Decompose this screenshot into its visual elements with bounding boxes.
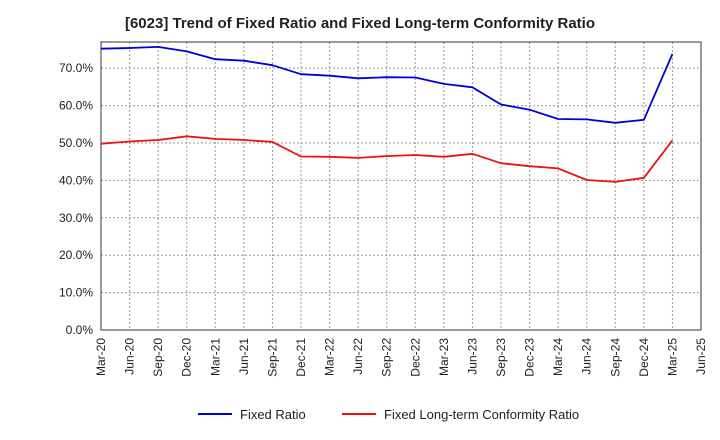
- x-tick-label: Mar-21: [208, 338, 222, 376]
- x-tick-label: Jun-23: [465, 338, 479, 375]
- y-tick-label: 20.0%: [59, 248, 93, 262]
- series-lines: [100, 46, 674, 183]
- x-tick-label: Dec-22: [408, 338, 422, 377]
- x-tick-label: Mar-22: [323, 338, 337, 376]
- x-tick-label: Sep-23: [494, 338, 508, 377]
- x-axis-ticks: Mar-20 Jun-20 Sep-20 Dec-20 Mar-21 Jun-21 Sep-…: [94, 338, 708, 377]
- x-tick-label: Dec-21: [294, 338, 308, 377]
- x-tick-label: Mar-20: [94, 338, 108, 376]
- x-tick-label: Jun-22: [351, 338, 365, 375]
- x-tick-label: Jun-21: [237, 338, 251, 375]
- x-tick-label: Sep-21: [265, 338, 279, 377]
- series-line-0: [100, 46, 674, 124]
- x-tick-label: Dec-23: [523, 338, 537, 377]
- axes: [100, 41, 702, 331]
- legend: Fixed Ratio Fixed Long-term Conformity Ra…: [198, 407, 579, 422]
- y-tick-label: 30.0%: [59, 211, 93, 225]
- y-tick-label: 70.0%: [59, 61, 93, 75]
- x-tick-label: Sep-20: [151, 338, 165, 377]
- x-tick-label: Dec-24: [637, 338, 651, 377]
- y-tick-label: 40.0%: [59, 173, 93, 187]
- y-tick-label: 60.0%: [59, 99, 93, 113]
- grid: [101, 42, 701, 330]
- x-tick-label: Mar-25: [665, 338, 679, 376]
- x-tick-label: Dec-20: [180, 338, 194, 377]
- x-tick-label: Sep-22: [380, 338, 394, 377]
- x-tick-label: Jun-25: [694, 338, 708, 375]
- x-tick-label: Mar-23: [437, 338, 451, 376]
- series-line-1: [100, 135, 674, 183]
- plot-frame: [100, 41, 702, 331]
- y-tick-label: 50.0%: [59, 136, 93, 150]
- y-tick-label: 10.0%: [59, 286, 93, 300]
- x-tick-label: Jun-24: [580, 338, 594, 375]
- y-tick-label: 0.0%: [66, 323, 94, 337]
- x-tick-label: Mar-24: [551, 338, 565, 376]
- x-tick-label: Jun-20: [123, 338, 137, 375]
- y-axis-ticks: 0.0% 10.0% 20.0% 30.0% 40.0% 50.0% 60.0% 70.0%: [59, 61, 93, 337]
- x-tick-label: Sep-24: [608, 338, 622, 377]
- legend-label-1: Fixed Long-term Conformity Ratio: [384, 407, 579, 422]
- chart-title: [6023] Trend of Fixed Ratio and Fixed Lo…: [124, 15, 596, 32]
- legend-label-0: Fixed Ratio: [240, 407, 306, 422]
